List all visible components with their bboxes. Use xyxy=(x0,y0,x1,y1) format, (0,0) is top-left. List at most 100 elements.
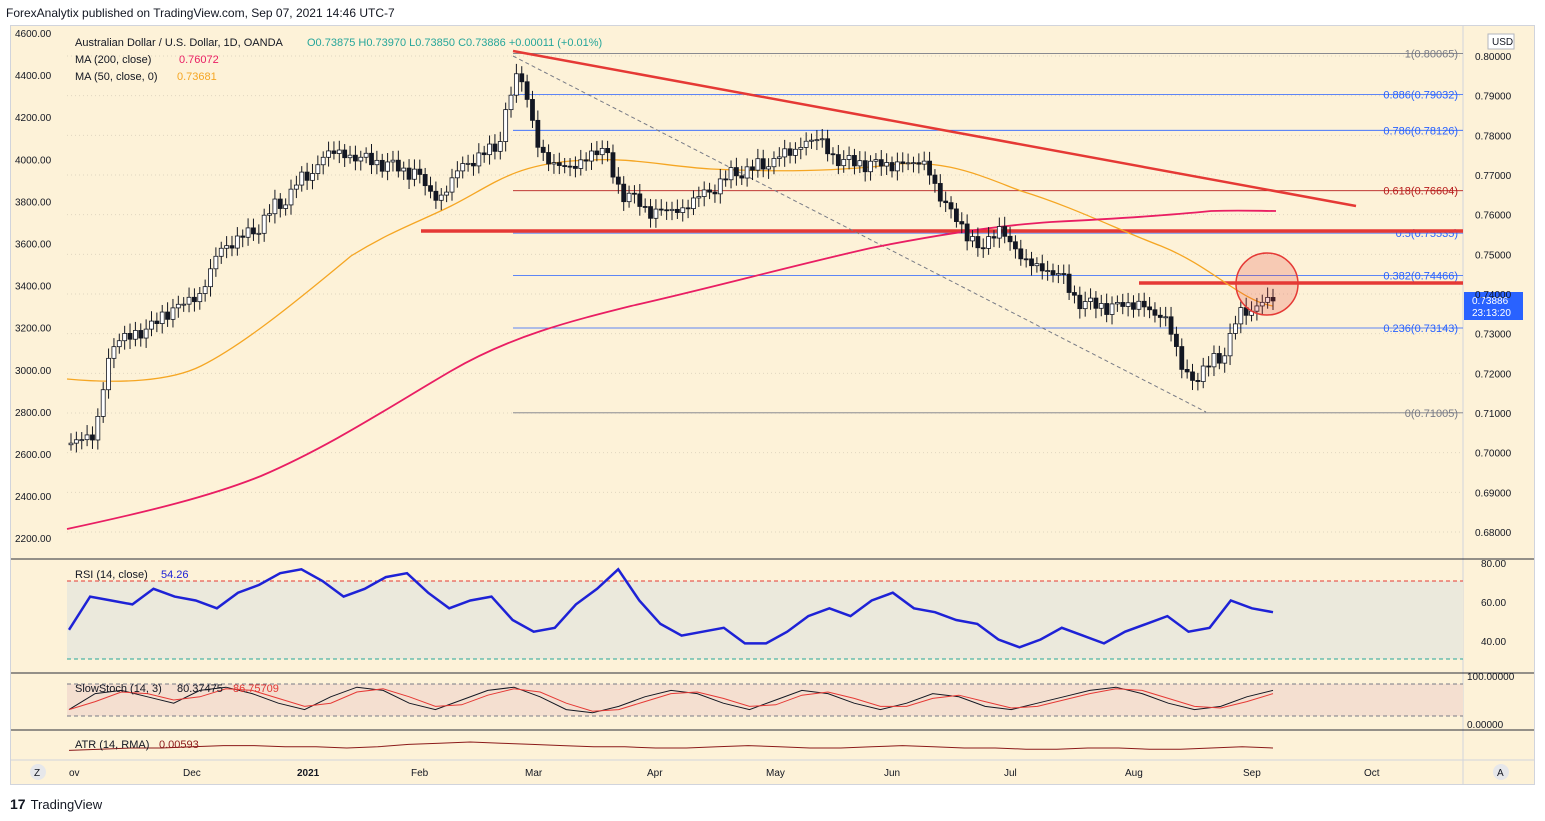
candle-body xyxy=(648,206,653,219)
chart-annotations[interactable] xyxy=(1235,252,1299,316)
ma50-line xyxy=(66,158,1274,382)
auto-scale-button[interactable] xyxy=(1493,764,1509,780)
candle-body xyxy=(481,152,487,156)
candle-body xyxy=(288,188,294,206)
tradingview-logo[interactable]: 17 TradingView xyxy=(10,796,102,812)
right-price-tick: 0.68000 xyxy=(1475,528,1512,539)
candle-body xyxy=(1013,241,1018,250)
candle-body xyxy=(154,320,160,324)
candle-body xyxy=(1018,248,1024,260)
tradingview-brand-text: TradingView xyxy=(30,796,103,812)
candle-body xyxy=(605,148,611,154)
candle-body xyxy=(599,148,605,156)
candle-body xyxy=(712,191,718,195)
candle-body xyxy=(1039,263,1045,272)
candle-body xyxy=(1114,302,1120,305)
zoom-button-label: Z xyxy=(34,768,40,779)
ohlc-readout: O0.73875 H0.73970 L0.73850 C0.73886 +0.0… xyxy=(307,37,602,49)
candle-body xyxy=(943,200,949,204)
candle-body xyxy=(894,161,900,172)
chart-canvas[interactable]: 1(0.80065) 0.886(0.79032) 0.786(0.78126) 0.… xyxy=(11,26,1534,784)
time-axis-tick: Sep xyxy=(1243,768,1261,779)
left-scale-tick: 3200.00 xyxy=(15,324,52,335)
candle-body xyxy=(492,143,498,152)
last-price-value: 0.73886 xyxy=(1472,296,1509,307)
time-axis-tick: Feb xyxy=(411,768,429,779)
candle-body xyxy=(267,213,272,216)
candle-body xyxy=(310,173,315,181)
candle-body xyxy=(658,208,664,211)
rsi-value: 54.26 xyxy=(161,569,189,581)
ma200-label: MA (200, close) xyxy=(75,54,151,66)
candle-body xyxy=(1233,323,1238,334)
candle-body xyxy=(465,162,471,165)
candle-body xyxy=(1216,353,1222,364)
candle-body xyxy=(680,207,686,213)
time-axis-tick: Oct xyxy=(1364,768,1380,779)
downtrend-resistance-line xyxy=(512,49,1357,208)
ma200-value: 0.76072 xyxy=(179,54,219,66)
candle-body xyxy=(621,183,627,203)
zoom-button[interactable] xyxy=(30,764,46,780)
candle-body xyxy=(127,333,133,340)
currency-label: USD xyxy=(1492,37,1513,48)
candle-body xyxy=(385,161,390,172)
candle-body xyxy=(433,190,439,201)
right-price-tick: 0.78000 xyxy=(1475,131,1512,142)
currency-button[interactable] xyxy=(1487,33,1515,50)
candle-body xyxy=(970,236,975,242)
candle-body xyxy=(374,159,380,166)
candle-body xyxy=(358,156,364,162)
candle-body xyxy=(664,209,670,212)
candle-body xyxy=(1157,314,1163,318)
left-scale-tick: 2800.00 xyxy=(15,408,52,419)
candle-body xyxy=(1200,365,1206,382)
candle-body xyxy=(84,434,90,441)
candle-body xyxy=(1184,368,1190,373)
candle-body xyxy=(980,247,986,250)
candle-body xyxy=(685,207,691,210)
candle-body xyxy=(583,159,589,162)
candle-body xyxy=(674,208,680,213)
candle-body xyxy=(868,160,873,173)
candle-body xyxy=(390,159,396,163)
left-scale-tick: 3600.00 xyxy=(15,240,52,251)
candle-body xyxy=(717,178,723,195)
candle-body xyxy=(809,139,814,142)
rsi-tick-60: 60.00 xyxy=(1481,598,1506,609)
fibonacci-retracement[interactable]: 1(0.80065) 0.886(0.79032) 0.786(0.78126) 0.… xyxy=(513,48,1463,420)
rsi-line xyxy=(67,567,1274,649)
candle-body xyxy=(632,192,637,195)
time-axis[interactable]: ov Dec 2021 Feb Mar Apr May Jun Jul Aug Sep Oct xyxy=(69,768,1380,779)
candle-body xyxy=(412,168,417,180)
trend-lines[interactable] xyxy=(421,49,1463,413)
candle-body xyxy=(299,171,305,186)
right-price-tick: 0.73000 xyxy=(1475,330,1512,341)
time-axis-tick: Jun xyxy=(884,768,900,779)
candle-body xyxy=(900,161,906,164)
candle-body xyxy=(100,389,106,417)
fib-level-label: 1(0.80065) xyxy=(1405,48,1458,60)
candle-body xyxy=(331,150,337,154)
candle-body xyxy=(964,223,970,242)
candle-body xyxy=(277,198,283,209)
candle-body xyxy=(1179,346,1185,370)
candle-body xyxy=(1227,333,1233,357)
candle-body xyxy=(1190,371,1195,381)
atr-value: 0.00593 xyxy=(159,739,199,751)
candle-body xyxy=(1152,309,1158,316)
price-axis-right[interactable]: 0.80000 0.79000 0.78000 0.77000 0.76000 0.750… xyxy=(1475,52,1512,539)
atr-line xyxy=(68,741,1274,751)
candle-body xyxy=(728,167,734,181)
candle-body xyxy=(1211,353,1217,368)
right-price-tick: 0.70000 xyxy=(1475,449,1512,460)
left-scale-tick: 3000.00 xyxy=(15,366,52,377)
candle-body xyxy=(143,328,149,339)
candle-body xyxy=(251,227,256,235)
candle-body xyxy=(755,158,761,171)
candle-body xyxy=(1109,303,1115,315)
candle-body xyxy=(363,152,369,158)
candle-body xyxy=(369,152,374,166)
candle-body xyxy=(948,202,954,210)
candle-body xyxy=(1168,316,1174,335)
